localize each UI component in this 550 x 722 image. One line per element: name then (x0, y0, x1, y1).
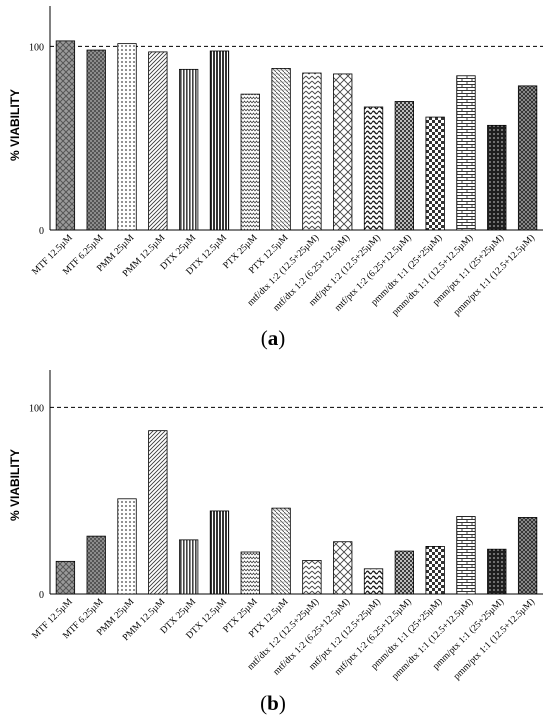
panel-b-y-tick-label: 100 (29, 403, 44, 414)
panel-b-bar (456, 516, 476, 595)
panel-a-y-axis-label: % VIABILITY (8, 89, 22, 161)
panel-b-y-ticks: 0 100 (29, 403, 44, 601)
panel-b-bar (271, 507, 291, 595)
panel-a-bar (333, 73, 353, 231)
panel-a-bar (117, 43, 137, 231)
panel-b-bar (333, 541, 353, 595)
panel-b-y-tick-label: 0 (39, 590, 44, 601)
panel-b-bar (209, 510, 230, 595)
panel-b-bars (55, 430, 538, 595)
panel-a-y-ticks: 0 100 (29, 42, 44, 237)
panel-a-bar (302, 72, 322, 231)
panel-a-bar (240, 93, 260, 231)
panel-a-bar (148, 51, 168, 231)
panel-a-label-letter: a (268, 326, 279, 350)
panel-b-bar (240, 551, 260, 595)
panel-a-bar (55, 40, 76, 231)
panel-a-bar (209, 50, 230, 231)
panel-b-bar (55, 560, 76, 595)
panel-b-bar (302, 560, 322, 595)
panel-b-bar (363, 568, 384, 595)
panel-b-bar (117, 498, 137, 595)
panel-a-bar (271, 68, 291, 231)
panel-a-bar (86, 49, 106, 231)
panel-a-y-tick-label: 100 (29, 42, 44, 53)
panel-b-bar (425, 546, 445, 595)
panel-a-bars (55, 40, 538, 231)
panel-b-bar (394, 550, 414, 595)
panel-a-bar (363, 106, 384, 231)
panel-b-bar (517, 517, 538, 595)
panel-b-y-axis-label: % VIABILITY (8, 449, 22, 521)
panel-a-bar (179, 68, 199, 231)
panel-b-bar (487, 548, 507, 595)
panel-b-bar (179, 539, 199, 595)
panel-b-bar (148, 430, 168, 595)
panel-b-bar (86, 535, 106, 595)
panel-a-label: (a) (261, 326, 286, 350)
panel-b-label-letter: b (267, 691, 279, 715)
panel-b-label: (b) (260, 691, 286, 715)
panel-a-bar (487, 124, 507, 231)
panel-a-bar (517, 85, 538, 231)
panel-a-bar (394, 101, 414, 231)
panel-a-y-tick-label: 0 (39, 226, 44, 237)
panel-a-bar (456, 75, 476, 231)
panel-a-bar (425, 116, 445, 231)
